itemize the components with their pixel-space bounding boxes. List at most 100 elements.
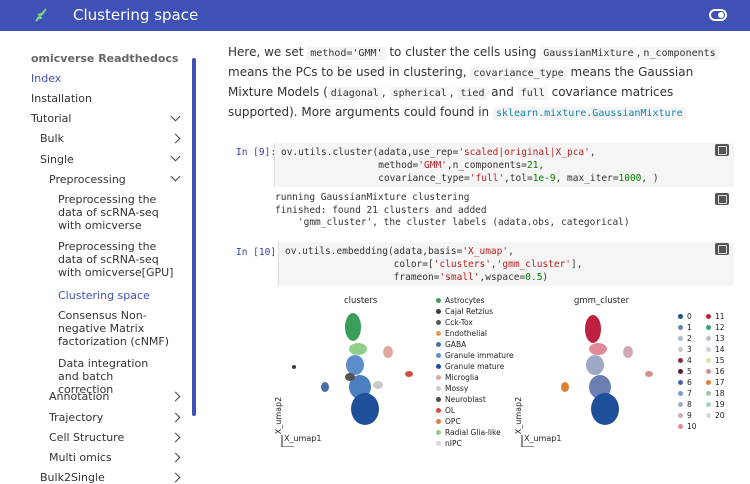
main-content: Here, we set method='GMM' to cluster the…: [200, 31, 750, 481]
legend-dot: [678, 380, 683, 385]
legend-item: nIPC: [436, 439, 462, 448]
sidebar: omicverse Readthedocs Index Installation…: [0, 31, 200, 484]
legend-item: 12: [706, 323, 725, 332]
sidebar-item-multi-omics[interactable]: Multi omics: [49, 451, 112, 464]
sidebar-item-bulk2single[interactable]: Bulk2Single: [40, 471, 105, 484]
legend-dot: [706, 314, 711, 319]
legend-label: 18: [715, 389, 725, 398]
sidebar-item-installation[interactable]: Installation: [31, 92, 92, 105]
intro-paragraph: Here, we set method='GMM' to cluster the…: [228, 43, 736, 123]
legend-dot: [436, 397, 441, 402]
legend-dot: [678, 424, 683, 429]
sidebar-item-bulk[interactable]: Bulk: [40, 132, 64, 145]
legend-dot: [678, 347, 683, 352]
inline-code: method='GMM': [307, 47, 386, 60]
inline-code: diagonal: [327, 87, 382, 100]
chevron-right-icon[interactable]: [170, 133, 181, 144]
chevron-right-icon[interactable]: [170, 412, 181, 423]
cell-prompt: In [9]:: [236, 147, 277, 158]
chevron-right-icon[interactable]: [170, 432, 181, 443]
legend-dot: [436, 419, 441, 424]
legend-item: 13: [706, 334, 725, 343]
legend-label: 14: [715, 345, 725, 354]
legend-item: 7: [678, 389, 692, 398]
sidebar-heading: omicverse Readthedocs: [31, 52, 179, 65]
sidebar-item-preprocessing-gpu[interactable]: Preprocessing the data of scRNA-seq with…: [58, 240, 174, 279]
legend-dot: [678, 336, 683, 341]
copy-icon[interactable]: [715, 243, 729, 255]
text: means the PCs to be used in clustering,: [228, 65, 471, 79]
legend-dot: [678, 391, 683, 396]
legend-item: 11: [706, 312, 725, 321]
legend-label: Cck-Tox: [445, 318, 473, 327]
code-cell-cluster[interactable]: ov.utils.cluster(adata,use_rep='scaled|o…: [274, 143, 734, 187]
legend-label: 20: [715, 411, 725, 420]
legend-label: Granule immature: [445, 351, 514, 360]
legend-label: 12: [715, 323, 725, 332]
chevron-down-icon[interactable]: [170, 111, 181, 122]
legend-label: 19: [715, 400, 725, 409]
legend-dot: [436, 320, 441, 325]
legend-item: Cck-Tox: [436, 318, 473, 327]
x-axis-label: X_umap1: [284, 434, 322, 443]
legend-dot: [436, 386, 441, 391]
sidebar-item-preprocessing-cpu[interactable]: Preprocessing the data of scRNA-seq with…: [58, 193, 159, 232]
legend-label: 7: [687, 389, 692, 398]
legend-item: Radial Glia-like: [436, 428, 501, 437]
sidebar-item-cnmf[interactable]: Consensus Non-negative Matrix factorizat…: [58, 309, 170, 348]
text: covariance matrices supported). More arg…: [228, 85, 674, 119]
legend-item: Astrocytes: [436, 296, 485, 305]
legend-item: Granule mature: [436, 362, 504, 371]
legend-dot: [706, 358, 711, 363]
y-axis-label: X_umap2: [514, 396, 524, 435]
legend-dot: [706, 336, 711, 341]
legend-item: 10: [678, 422, 697, 431]
text: ,: [636, 45, 641, 59]
legend-dot: [678, 413, 683, 418]
theme-toggle-icon[interactable]: [709, 9, 727, 21]
text: ,: [449, 85, 458, 99]
chevron-right-icon[interactable]: [170, 452, 181, 463]
copy-icon[interactable]: [715, 193, 729, 205]
legend-label: 16: [715, 367, 725, 376]
sidebar-item-tutorial[interactable]: Tutorial: [31, 112, 72, 125]
sidebar-item-data-integration[interactable]: Data integration and batch correction: [58, 357, 149, 396]
legend-item: Endothelial: [436, 329, 487, 338]
sidebar-item-trajectory[interactable]: Trajectory: [49, 411, 104, 424]
legend-dot: [436, 408, 441, 413]
code-cell-embedding[interactable]: ov.utils.embedding(adata,basis='X_umap',…: [278, 242, 734, 286]
sidebar-item-index[interactable]: Index: [31, 72, 62, 85]
legend-item: OPC: [436, 417, 461, 426]
inline-code: tied: [457, 87, 488, 100]
omicverse-logo-icon[interactable]: [32, 6, 50, 24]
legend-item: 3: [678, 345, 692, 354]
sidebar-item-cell-structure[interactable]: Cell Structure: [49, 431, 125, 444]
legend-label: Neuroblast: [445, 395, 486, 404]
legend-item: 6: [678, 378, 692, 387]
sklearn-doc-link[interactable]: sklearn.mixture.GaussianMixture: [492, 107, 686, 120]
sidebar-item-single[interactable]: Single: [40, 153, 74, 166]
legend-label: 0: [687, 312, 692, 321]
legend-item: Neuroblast: [436, 395, 486, 404]
text: to cluster the cells using: [385, 45, 541, 59]
sidebar-item-annotation[interactable]: Annotation: [49, 390, 110, 403]
legend-item: 15: [706, 356, 725, 365]
legend-dot: [706, 391, 711, 396]
legend-item: 17: [706, 378, 725, 387]
legend-dot: [706, 413, 711, 418]
chevron-right-icon[interactable]: [170, 391, 181, 402]
legend-dot: [436, 309, 441, 314]
sidebar-item-preprocessing[interactable]: Preprocessing: [49, 173, 126, 186]
legend-label: Astrocytes: [445, 296, 485, 305]
chevron-down-icon[interactable]: [170, 151, 181, 162]
inline-code: spherical: [389, 87, 450, 100]
copy-icon[interactable]: [715, 144, 729, 156]
legend-dot: [436, 342, 441, 347]
legend-label: Radial Glia-like: [445, 428, 501, 437]
chevron-down-icon[interactable]: [170, 171, 181, 182]
legend-dot: [436, 441, 441, 446]
sidebar-scrollbar[interactable]: [192, 58, 196, 416]
legend-dot: [678, 314, 683, 319]
legend-item: GABA: [436, 340, 466, 349]
sidebar-item-clustering-space[interactable]: Clustering space: [58, 289, 150, 302]
